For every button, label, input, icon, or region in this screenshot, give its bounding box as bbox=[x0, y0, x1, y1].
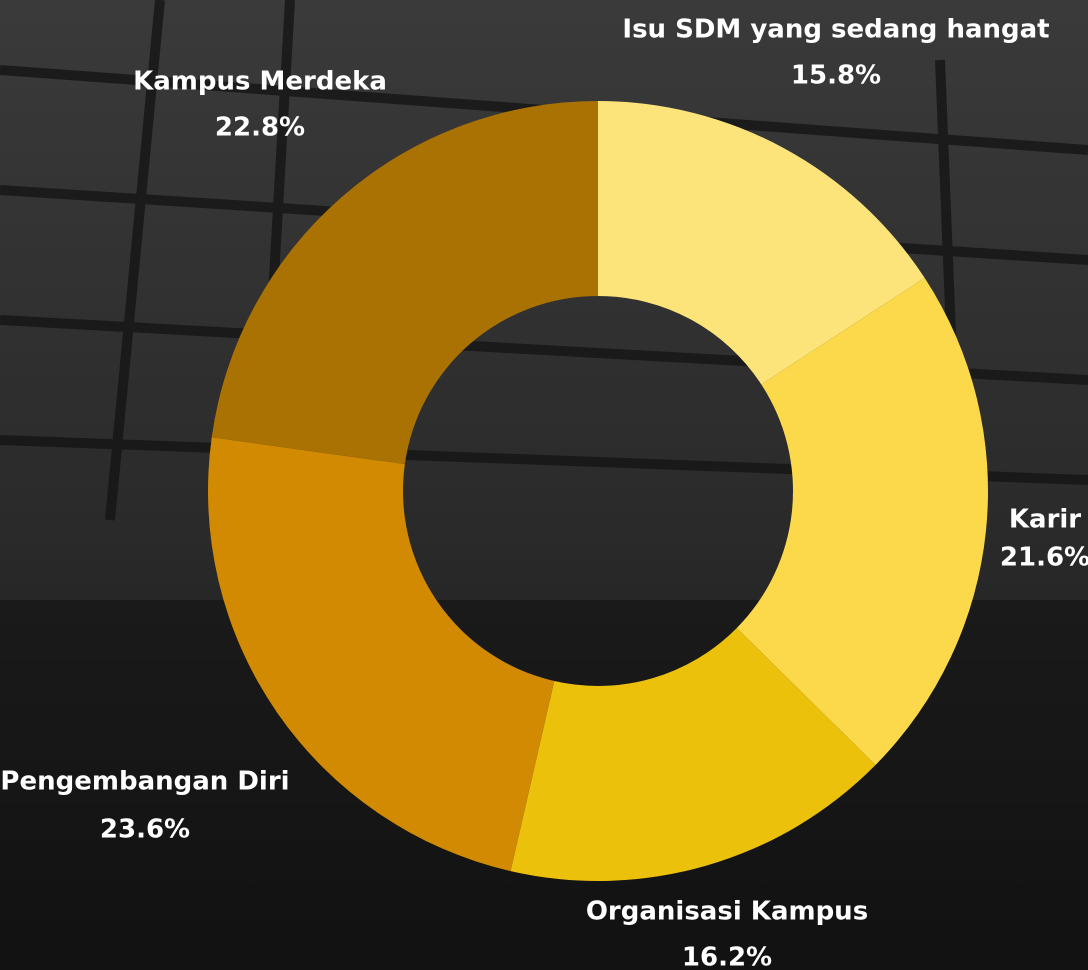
slice-value: 16.2% bbox=[682, 943, 772, 970]
slice-label: Isu SDM yang sedang hangat bbox=[622, 15, 1049, 45]
slice-value: 21.6% bbox=[1000, 543, 1088, 573]
chart: Isu SDM yang sedang hangat 15.8% Karir 21.6… bbox=[0, 0, 1088, 970]
slice-label: Kampus Merdeka bbox=[133, 67, 387, 97]
slice-value: 23.6% bbox=[100, 815, 190, 845]
page: {"chart_data": {"type": "pie", "categori… bbox=[0, 0, 1088, 970]
slice-label: Organisasi Kampus bbox=[586, 897, 868, 927]
slice-value: 22.8% bbox=[215, 113, 305, 143]
slice-label: Pengembangan Diri bbox=[0, 767, 289, 797]
slice-label: Karir bbox=[1009, 505, 1081, 535]
slice-value: 15.8% bbox=[791, 61, 881, 91]
